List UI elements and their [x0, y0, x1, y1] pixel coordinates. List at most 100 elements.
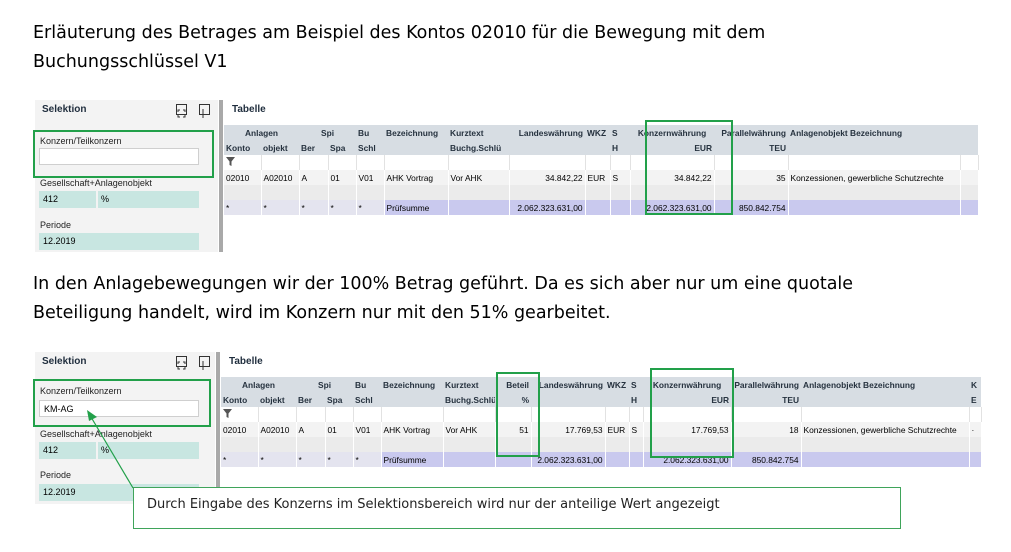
col-header-parallelwaehrung[interactable]: Parallelwährung [731, 377, 802, 392]
filter-cell[interactable] [731, 407, 802, 422]
filter-cell[interactable] [605, 407, 630, 422]
filter-cell[interactable] [384, 155, 449, 170]
col-header-percent[interactable]: % [495, 392, 532, 407]
col-header-buchgschl[interactable]: Buchg.Schlü [443, 392, 496, 407]
gesellschaft-suffix-2[interactable]: % [98, 442, 199, 459]
col-header-kurztext[interactable]: Kurztext [443, 377, 496, 392]
gesellschaft-input-2[interactable]: 412 [39, 442, 96, 459]
col-header-schl[interactable]: Schl [356, 140, 385, 155]
col-header-eur[interactable]: EUR [643, 392, 732, 407]
col-header-bezeichnung[interactable]: Bezeichnung [381, 377, 444, 392]
col-header-bu[interactable]: Bu [356, 125, 385, 140]
filter-cell[interactable] [443, 407, 496, 422]
filter-cell[interactable] [630, 155, 715, 170]
cell-kurztext[interactable]: Vor AHK [443, 422, 496, 437]
filter-cell[interactable] [356, 155, 385, 170]
col-header-wkz[interactable]: WKZ [605, 377, 630, 392]
col-header-buchgschl[interactable]: Buchg.Schlü [448, 140, 510, 155]
col-header-landeswaehrung[interactable]: Landeswährung [509, 125, 586, 140]
periode-input-1[interactable]: 12.2019 [39, 233, 199, 250]
cell-spa[interactable]: 01 [325, 422, 354, 437]
col-header-ber[interactable]: Ber [299, 140, 329, 155]
cell-schl[interactable]: V01 [353, 422, 382, 437]
col-header-konzernwaehrung[interactable]: Konzernwährung [630, 125, 715, 140]
gesellschaft-input-1[interactable]: 412 [39, 191, 96, 208]
col-header-objekt[interactable]: objekt [261, 140, 300, 155]
cell-konto[interactable]: 02010 [224, 170, 262, 185]
filter-cell[interactable] [261, 155, 300, 170]
cell-konzernwaehrung[interactable]: 34.842,22 [630, 170, 715, 185]
filter-icon[interactable] [221, 407, 259, 422]
filter-cell[interactable] [381, 407, 444, 422]
col-header-konto[interactable]: Konto [224, 140, 261, 155]
cell-beteil[interactable]: 51 [495, 422, 532, 437]
filter-cell[interactable] [610, 155, 631, 170]
col-header-k[interactable]: K [969, 377, 982, 392]
cell-landeswaehrung[interactable]: 34.842,22 [509, 170, 586, 185]
cell-wkz[interactable]: EUR [585, 170, 611, 185]
filter-cell[interactable] [585, 155, 611, 170]
cell-kurztext[interactable]: Vor AHK [448, 170, 510, 185]
filter-cell[interactable] [643, 407, 732, 422]
col-header-spa[interactable]: Spa [328, 140, 357, 155]
col-header-e[interactable]: E [969, 392, 982, 407]
col-header-spi[interactable]: Spi [296, 377, 354, 392]
filter-cell[interactable] [509, 155, 586, 170]
filter-cell[interactable] [448, 155, 510, 170]
filter-cell[interactable] [296, 407, 326, 422]
col-header-bu[interactable]: Bu [353, 377, 382, 392]
cell-schl[interactable]: V01 [356, 170, 385, 185]
col-header-s[interactable]: S [610, 125, 631, 140]
filter-cell[interactable] [969, 407, 982, 422]
col-header-bezeichnung[interactable]: Bezeichnung [384, 125, 449, 140]
col-header-objekt[interactable]: objekt [258, 392, 297, 407]
expand-icon[interactable] [176, 104, 187, 118]
filter-cell[interactable] [258, 407, 297, 422]
filter-cell[interactable] [328, 155, 357, 170]
cell-spa[interactable]: 01 [328, 170, 357, 185]
col-header-beteil[interactable]: Beteil [495, 377, 532, 392]
cell-anlagenobjekt[interactable]: Konzessionen, gewerbliche Schutzrechte [801, 422, 970, 437]
filter-cell[interactable] [299, 155, 329, 170]
filter-cell[interactable] [960, 155, 979, 170]
konzern-input-1[interactable] [39, 148, 199, 165]
table-row[interactable]: 02010 A02010 A 01 V01 AHK Vortrag Vor AH… [224, 170, 979, 185]
filter-cell[interactable] [801, 407, 970, 422]
col-header-anlagen[interactable]: Anlagen [224, 125, 300, 140]
col-header-teu[interactable]: TEU [731, 392, 802, 407]
col-header-konto[interactable]: Konto [221, 392, 258, 407]
cell-objekt[interactable]: A02010 [258, 422, 297, 437]
splitter-2[interactable] [216, 352, 220, 504]
cell-konto[interactable]: 02010 [221, 422, 259, 437]
col-header-spa[interactable]: Spa [325, 392, 354, 407]
col-header-landeswaehrung[interactable]: Landeswährung [531, 377, 606, 392]
filter-icon[interactable] [224, 155, 262, 170]
konzern-input-2[interactable]: KM-AG [39, 400, 199, 417]
col-header-eur[interactable]: EUR [630, 140, 715, 155]
col-header-konzernwaehrung[interactable]: Konzernwährung [643, 377, 732, 392]
col-header-h[interactable]: H [610, 140, 631, 155]
filter-cell[interactable] [788, 155, 961, 170]
expand-icon[interactable] [176, 356, 187, 370]
panel-toggle-icon[interactable] [199, 104, 210, 118]
filter-cell[interactable] [531, 407, 606, 422]
col-header-s[interactable]: S [629, 377, 644, 392]
table-row[interactable]: 02010 A02010 A 01 V01 AHK Vortrag Vor AH… [221, 422, 982, 437]
cell-bezeichnung[interactable]: AHK Vortrag [384, 170, 449, 185]
filter-cell[interactable] [325, 407, 354, 422]
col-header-wkz[interactable]: WKZ [585, 125, 611, 140]
cell-ber[interactable]: A [296, 422, 326, 437]
gesellschaft-suffix-1[interactable]: % [98, 191, 199, 208]
panel-toggle-icon[interactable] [199, 356, 210, 370]
cell-extra[interactable]: · [969, 422, 982, 437]
cell-objekt[interactable]: A02010 [261, 170, 300, 185]
filter-cell[interactable] [353, 407, 382, 422]
filter-cell[interactable] [629, 407, 644, 422]
cell-landeswaehrung[interactable]: 17.769,53 [531, 422, 606, 437]
col-header-kurztext[interactable]: Kurztext [448, 125, 510, 140]
cell-bezeichnung[interactable]: AHK Vortrag [381, 422, 444, 437]
filter-cell[interactable] [495, 407, 532, 422]
col-header-anlagenobjekt[interactable]: Anlagenobjekt Bezeichnung [788, 125, 961, 140]
cell-ber[interactable]: A [299, 170, 329, 185]
col-header-spi[interactable]: Spi [299, 125, 357, 140]
